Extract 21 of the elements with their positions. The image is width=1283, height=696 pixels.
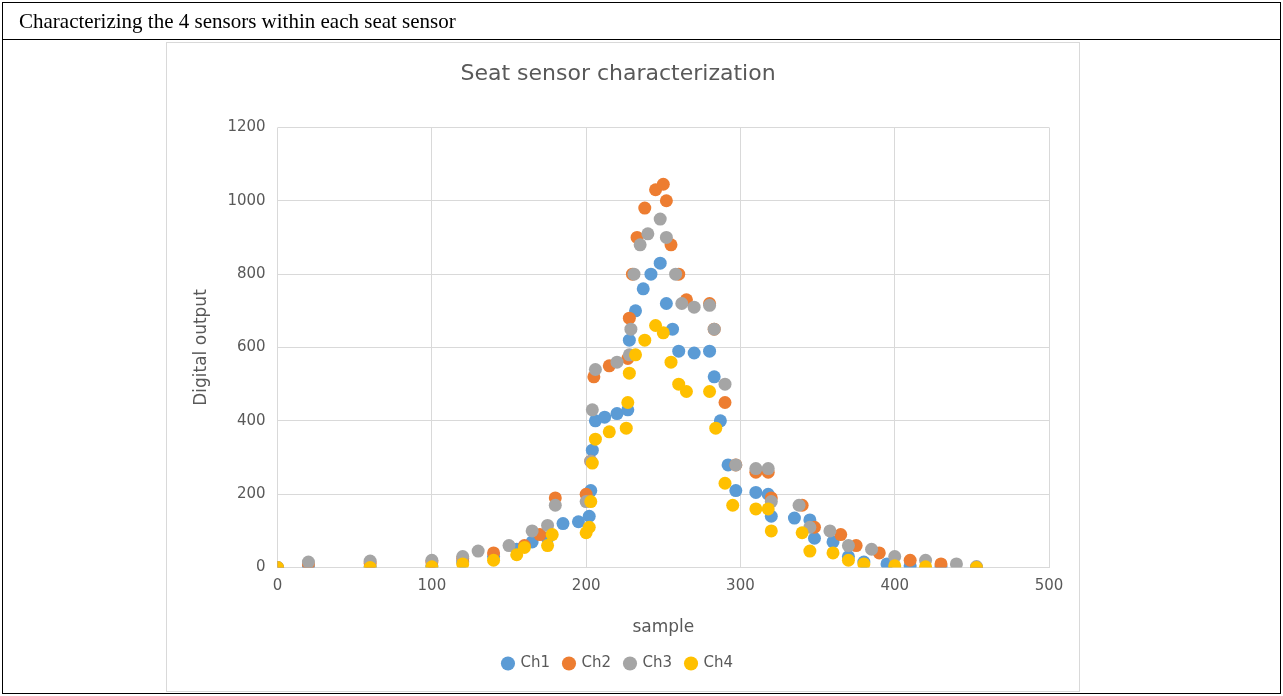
x-tick-label: 0 [272,576,283,595]
y-tick-label: 800 [236,264,266,283]
y-axis-title: Digital output [189,288,210,406]
x-tick-label: 400 [880,576,910,595]
legend-label: Ch2 [581,653,612,672]
y-tick-label: 0 [256,557,266,576]
y-tick-label: 200 [236,484,266,503]
x-tick-label: 300 [726,576,755,595]
legend-label: Ch1 [520,653,550,672]
legend-label: Ch3 [642,653,673,672]
x-axis-title: sample [632,616,695,637]
x-tick-label: 500 [1034,576,1064,595]
y-tick-label: 1000 [227,190,266,209]
y-tick-label: 400 [236,410,266,429]
x-tick-label: 200 [571,576,601,595]
x-tick-label: 100 [417,576,447,595]
y-tick-label: 1200 [227,117,266,136]
chart-title: Seat sensor characterization [460,59,776,85]
y-tick-label: 600 [236,337,266,356]
legend-label: Ch4 [703,653,734,672]
text: Characterizing the 4 sensors within each seat sensor [3,3,1280,40]
